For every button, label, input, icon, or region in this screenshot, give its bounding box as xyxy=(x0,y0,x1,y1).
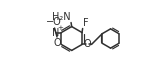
Text: −O: −O xyxy=(47,17,62,27)
Text: O: O xyxy=(53,38,61,48)
Text: N: N xyxy=(52,28,59,37)
Text: +: + xyxy=(57,25,63,31)
Text: O: O xyxy=(83,40,91,49)
Text: F: F xyxy=(83,18,88,28)
Text: H₂N: H₂N xyxy=(52,12,71,22)
